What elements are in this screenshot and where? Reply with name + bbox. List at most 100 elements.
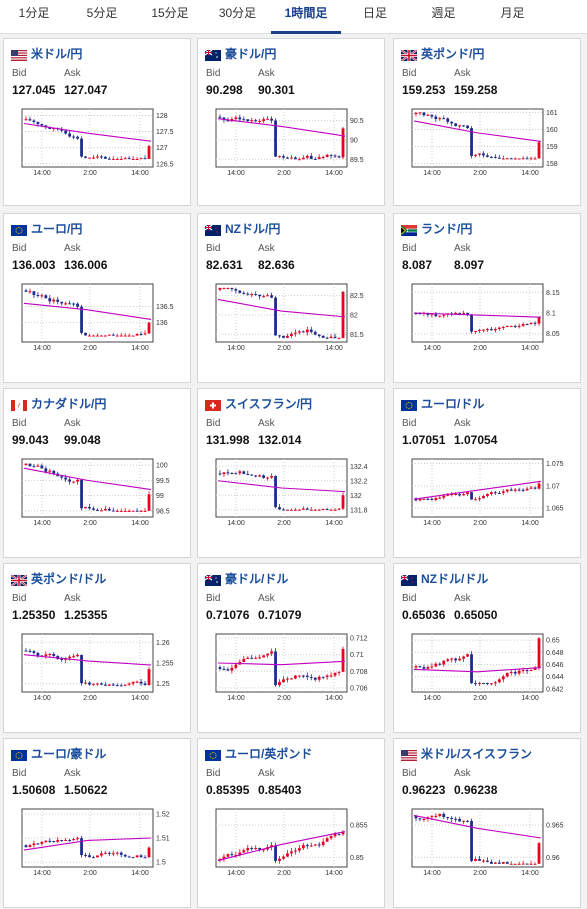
candle <box>501 326 505 328</box>
pair-name[interactable]: スイスフラン/円 <box>225 397 312 411</box>
rate-card[interactable]: 米ドル/スイスフラン Bid Ask 0.96223 0.96238 0.965 0.96 1… <box>393 738 581 908</box>
candle <box>96 509 99 511</box>
moving-average-line <box>413 667 542 673</box>
candle <box>341 128 345 158</box>
candle <box>60 301 64 304</box>
candle <box>497 492 501 494</box>
tab-4[interactable]: 1時間足 <box>271 0 341 34</box>
candlestick-chart[interactable]: 100 99.5 99 98.5 14:00 2:00 14:00 <box>4 453 190 529</box>
candlestick-chart[interactable]: 1.075 1.07 1.065 14:00 2:00 14:00 <box>394 453 580 529</box>
candle <box>84 855 87 857</box>
x-tick-label: 14:00 <box>227 345 245 352</box>
candlestick-chart[interactable]: 0.855 0.85 14:00 2:00 14:00 <box>198 803 384 879</box>
candle <box>52 654 56 656</box>
x-tick-label: 14:00 <box>227 520 245 527</box>
bid-label: Bid <box>402 243 417 254</box>
rate-card[interactable]: ユーロ/英ポンド Bid Ask 0.85395 0.85403 0.855 0.85 14:… <box>197 738 385 908</box>
candlestick-chart[interactable]: 90.5 90 89.5 14:00 2:00 14:00 <box>198 103 384 179</box>
candlestick-chart[interactable]: 132.4 132.2 132 131.8 14:00 2:00 14:00 <box>198 453 384 529</box>
pair-name[interactable]: 豪ドル/円 <box>225 47 277 61</box>
candle <box>290 851 293 854</box>
candle <box>274 475 277 508</box>
pair-name[interactable]: 英ポンド/円 <box>421 47 485 61</box>
candlestick-chart[interactable]: 128 127.5 127 126.5 14:00 2:00 14:00 <box>4 103 190 179</box>
y-tick-label: 158 <box>546 161 558 168</box>
candle <box>329 154 333 156</box>
pair-name[interactable]: 英ポンド/ドル <box>31 572 107 586</box>
bid-value: 1.07051 <box>402 433 446 447</box>
candle <box>290 333 293 336</box>
candle <box>147 322 151 334</box>
y-tick-label: 0.855 <box>350 823 368 830</box>
rate-card[interactable]: 米ドル/円 Bid Ask 127.045 127.047 128 127.5 127 126.… <box>3 38 191 206</box>
x-tick-label: 14:00 <box>33 345 51 352</box>
pair-name[interactable]: カナダドル/円 <box>31 397 107 411</box>
candlestick-chart[interactable]: 0.712 0.71 0.708 0.706 14:00 2:00 14:00 <box>198 628 384 704</box>
rate-card[interactable]: 英ポンド/円 Bid Ask 159.253 159.258 161 160 159 158 14… <box>393 38 581 206</box>
tab-6[interactable]: 週足 <box>431 6 456 20</box>
rate-card[interactable]: ランド/円 Bid Ask 8.087 8.097 8.15 8.1 8.05 14:00 2:0… <box>393 213 581 383</box>
rate-card[interactable]: カナダドル/円 Bid Ask 99.043 99.048 100 99.5 99 98.5 14… <box>3 388 191 558</box>
pair-name[interactable]: 米ドル/スイスフラン <box>421 747 532 761</box>
rate-card[interactable]: ユーロ/ドル Bid Ask 1.07051 1.07054 1.075 1.07 1.065… <box>393 388 581 558</box>
candle <box>509 671 513 674</box>
candle <box>313 158 317 160</box>
tab-2[interactable]: 15分足 <box>151 6 189 20</box>
candle <box>282 335 285 338</box>
rate-card[interactable]: NZドル/ドル Bid Ask 0.65036 0.65050 0.65 0.648 0.64… <box>393 563 581 733</box>
pair-name[interactable]: ランド/円 <box>421 222 473 236</box>
tab-0[interactable]: 1分足 <box>18 6 50 20</box>
rate-card[interactable]: ユーロ/円 Bid Ask 136.003 136.006 136.5 136 14:00 2:… <box>3 213 191 383</box>
y-tick-label: 99 <box>156 493 164 500</box>
candlestick-chart[interactable]: 82.5 82 81.5 14:00 2:00 14:00 <box>198 278 384 354</box>
candle <box>52 841 56 843</box>
tab-7[interactable]: 月足 <box>500 6 525 20</box>
candle <box>230 667 234 671</box>
candlestick-chart[interactable]: 8.15 8.1 8.05 14:00 2:00 14:00 <box>394 278 580 354</box>
candle <box>278 682 281 686</box>
pair-name[interactable]: 米ドル/円 <box>31 47 83 61</box>
candlestick-chart[interactable]: 0.65 0.648 0.646 0.644 0.642 14:00 2:00 14:00 <box>394 628 580 704</box>
rate-card[interactable]: 英ポンド/ドル Bid Ask 1.25350 1.25355 1.26 1.255 1.25… <box>3 563 191 733</box>
tab-3[interactable]: 30分足 <box>218 6 257 20</box>
y-tick-label: 8.15 <box>546 290 560 297</box>
pair-name[interactable]: 豪ドル/ドル <box>225 572 289 586</box>
candle <box>238 471 242 474</box>
candle <box>442 118 446 120</box>
candle <box>100 853 103 856</box>
candle <box>446 494 450 496</box>
rate-card[interactable]: ユーロ/豪ドル Bid Ask 1.50608 1.50622 1.52 1.51 1.5 14… <box>3 738 191 908</box>
za-flag-icon <box>401 223 417 236</box>
x-tick-label: 2:00 <box>83 345 97 352</box>
candlestick-chart[interactable]: 1.26 1.255 1.25 14:00 2:00 14:00 <box>4 628 190 704</box>
pair-name[interactable]: ユーロ/円 <box>31 222 83 236</box>
candlestick-chart[interactable]: 1.52 1.51 1.5 14:00 2:00 14:00 <box>4 803 190 879</box>
candle <box>48 127 52 130</box>
pair-name[interactable]: ユーロ/英ポンド <box>225 747 313 761</box>
rate-card[interactable]: NZドル/円 Bid Ask 82.631 82.636 82.5 82 81.5 14:00 2… <box>197 213 385 383</box>
candle <box>418 818 422 820</box>
tab-5[interactable]: 日足 <box>362 6 387 20</box>
nz-flag-icon <box>400 573 417 586</box>
pair-name[interactable]: NZドル/円 <box>225 222 281 236</box>
rate-card[interactable]: 豪ドル/ドル Bid Ask 0.71076 0.71079 0.712 0.71 0.708… <box>197 563 385 733</box>
rate-card[interactable]: スイスフラン/円 Bid Ask 131.998 132.014 132.4 132.2 13… <box>197 388 385 558</box>
rate-card[interactable]: 豪ドル/円 Bid Ask 90.298 90.301 90.5 90 89.5 14:00 2:… <box>197 38 385 206</box>
pair-name[interactable]: ユーロ/豪ドル <box>31 747 107 761</box>
tab-1[interactable]: 5分足 <box>86 6 118 20</box>
candle <box>147 494 151 511</box>
candle <box>474 154 477 156</box>
candlestick-chart[interactable]: 161 160 159 158 14:00 2:00 14:00 <box>394 103 580 179</box>
candle <box>274 651 277 686</box>
candlestick-chart[interactable]: 136.5 136 14:00 2:00 14:00 <box>4 278 190 354</box>
candle <box>337 156 341 158</box>
candle <box>317 844 321 846</box>
pair-name[interactable]: ユーロ/ドル <box>421 397 485 411</box>
candle <box>521 489 525 491</box>
candle <box>111 853 115 855</box>
y-tick-label: 0.71 <box>350 652 364 659</box>
y-tick-label: 100 <box>156 463 168 470</box>
candle <box>266 118 269 120</box>
pair-name[interactable]: NZドル/ドル <box>421 572 489 586</box>
candlestick-chart[interactable]: 0.965 0.96 14:00 2:00 14:00 <box>394 803 580 879</box>
